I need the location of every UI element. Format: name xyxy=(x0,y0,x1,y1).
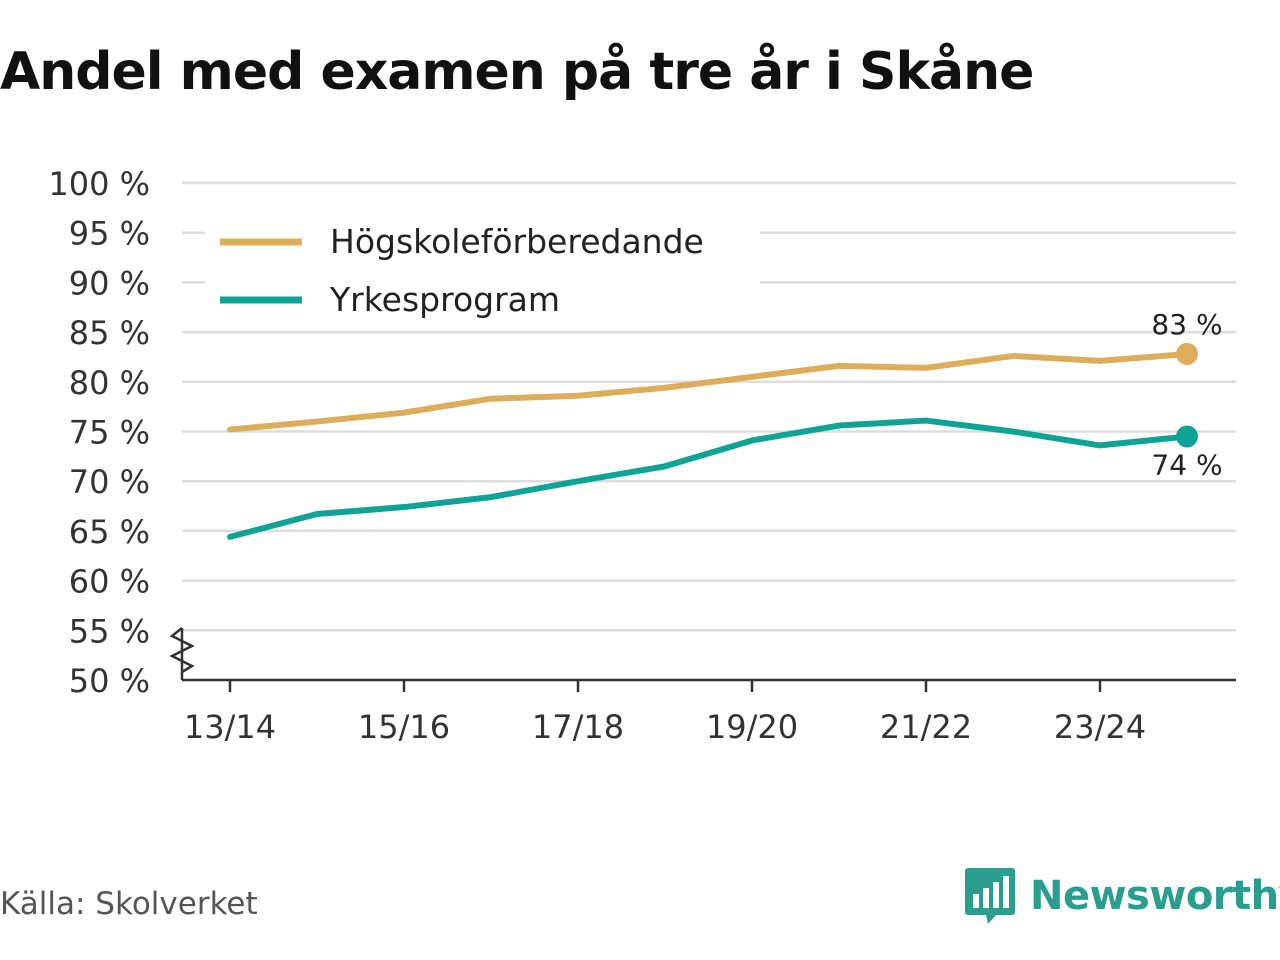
legend: Högskoleförberedande Yrkesprogram xyxy=(205,205,760,329)
series-end-point xyxy=(1176,425,1198,448)
series-end-label: 83 % xyxy=(1151,308,1222,341)
series-end-label: 74 % xyxy=(1151,448,1222,481)
y-tick-label: 55 % xyxy=(69,612,150,650)
y-tick-label: 80 % xyxy=(69,364,150,402)
y-tick-label: 50 % xyxy=(69,662,150,700)
y-tick-label: 100 % xyxy=(48,165,150,203)
y-tick-label: 75 % xyxy=(69,414,150,452)
series-line xyxy=(227,350,1190,433)
legend-background xyxy=(205,205,760,329)
legend-label: Yrkesprogram xyxy=(329,280,560,319)
brand-logo: Newsworthy xyxy=(964,864,1280,928)
x-tick-label: 21/22 xyxy=(880,708,972,746)
y-tick-label: 65 % xyxy=(69,513,150,551)
source-note: Källa: Skolverket xyxy=(0,886,258,922)
axes: 50 % 55 % 60 % 65 % 70 % 75 % 80 % 85 % 90 % 95 %… xyxy=(48,165,1236,746)
newsworthy-chart-logo-icon xyxy=(965,868,1015,924)
y-tick-label: 90 % xyxy=(69,264,150,302)
x-tick-label: 17/18 xyxy=(532,708,624,746)
series-line xyxy=(227,417,1190,540)
legend-label: Högskoleförberedande xyxy=(330,222,704,261)
series-end-point xyxy=(1176,342,1198,365)
y-tick-label: 95 % xyxy=(69,215,150,253)
x-tick-label: 15/16 xyxy=(358,708,450,746)
series-lines: 83 % 74 % xyxy=(227,308,1223,540)
x-tick-label: 23/24 xyxy=(1054,708,1146,746)
brand-name: Newsworthy xyxy=(1030,873,1280,919)
x-tick-label: 13/14 xyxy=(184,708,276,746)
chart-title: Andel med examen på tre år i Skåne xyxy=(0,42,1034,102)
y-axis-break xyxy=(169,627,195,674)
x-tick-label: 19/20 xyxy=(706,708,798,746)
y-tick-label: 70 % xyxy=(69,463,150,501)
y-tick-label: 60 % xyxy=(69,563,150,601)
y-tick-label: 85 % xyxy=(69,314,150,352)
